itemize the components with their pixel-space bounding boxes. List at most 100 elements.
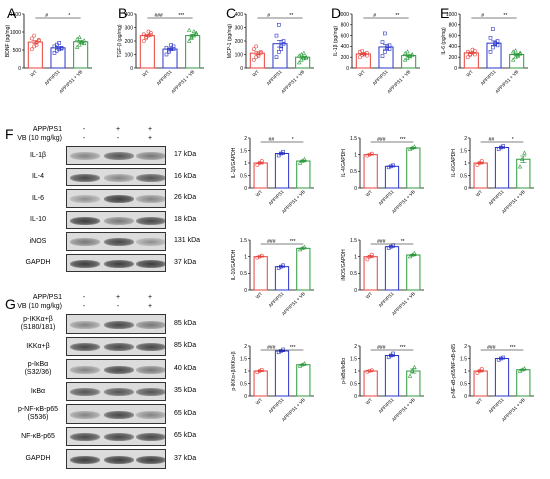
category-label: WT: [365, 291, 374, 300]
data-point: [79, 40, 85, 45]
data-point: [365, 369, 370, 374]
category-label: APP/PS1: [378, 189, 395, 206]
bar: [384, 246, 400, 291]
data-point: [362, 52, 367, 57]
y-axis-label: TGF-β (pg/mg): [117, 24, 123, 57]
data-point: [522, 150, 527, 155]
category-label: APP/PS1: [372, 69, 389, 86]
g-blot-band: [136, 365, 165, 374]
data-point: [301, 50, 307, 55]
g-molecular-weight: 65 kDa: [174, 409, 197, 417]
y-tick-label: 300: [125, 25, 134, 31]
panel-letter-c: C: [226, 5, 237, 21]
f-blot-band: [136, 216, 165, 225]
y-tick-label: 1.5: [350, 136, 357, 142]
g-blot-strip: [66, 359, 166, 379]
data-point: [274, 55, 279, 60]
category-label: WT: [29, 69, 38, 78]
data-point: [74, 44, 80, 49]
data-point: [296, 60, 302, 65]
g-blot-band: [104, 388, 134, 397]
data-point: [389, 353, 393, 358]
data-point: [144, 36, 149, 41]
data-point: [36, 38, 41, 42]
y-axis-label: BDNF (pg/mg): [5, 25, 11, 58]
data-point: [167, 48, 171, 53]
bar: [516, 369, 531, 397]
bar: [363, 256, 378, 291]
g-blot-band: [136, 433, 165, 442]
f-blot-band: [136, 238, 165, 247]
y-tick-label: 1.5: [350, 238, 357, 244]
y-tick-label: 1.5: [460, 356, 467, 362]
f-blot-band: [70, 152, 100, 161]
data-point: [52, 51, 57, 55]
data-point: [389, 164, 393, 169]
category-label: APP/PS1: [268, 291, 285, 308]
f-molecular-weight: 17 kDa: [174, 151, 197, 159]
f-header-mark: -: [116, 135, 120, 142]
data-point: [164, 45, 169, 50]
data-point: [59, 46, 64, 51]
y-tick-label: 0.5: [350, 381, 357, 387]
g-header-mark: -: [82, 303, 86, 310]
category-label: APP/PS1 + VB: [391, 189, 416, 214]
data-point: [522, 366, 527, 371]
data-point: [501, 144, 505, 148]
f-blot-band: [136, 152, 165, 161]
data-point: [77, 42, 82, 47]
data-point: [383, 49, 387, 54]
y-tick-label: 200: [449, 55, 458, 61]
y-tick-label: 1000: [10, 30, 21, 36]
g-header-mark: -: [116, 303, 120, 310]
y-tick-label: 2: [244, 344, 247, 350]
data-point: [495, 43, 500, 48]
g-blot-band: [104, 433, 134, 442]
data-point: [303, 55, 309, 60]
y-axis-label: iNOS/GAPDH: [341, 249, 347, 281]
data-point: [257, 254, 262, 259]
data-point: [171, 47, 176, 51]
data-point: [141, 32, 146, 37]
data-point: [477, 161, 482, 165]
significance-label: ###: [377, 137, 386, 143]
bar: [296, 160, 311, 189]
data-point: [477, 369, 482, 373]
bar: [296, 247, 311, 291]
bar: [274, 350, 290, 397]
data-point: [510, 57, 516, 62]
g-blot-band: [136, 343, 165, 352]
data-point: [475, 163, 480, 167]
significance-label: ###: [377, 239, 386, 245]
f-blot-band: [136, 259, 165, 268]
g-header-mark: -: [82, 294, 86, 301]
data-point: [468, 53, 473, 57]
data-point: [281, 41, 286, 46]
y-axis-label: IL-4/GAPDH: [341, 149, 347, 177]
data-point: [407, 373, 413, 378]
category-label: APP/PS1: [268, 397, 285, 414]
g-blot-band: [136, 388, 165, 397]
category-label: APP/PS1 + VB: [494, 69, 519, 94]
y-tick-label: 200: [125, 39, 134, 45]
data-point: [79, 39, 85, 44]
data-point: [259, 367, 264, 372]
f-blot-strip: [66, 210, 166, 229]
g-row-protein-label: GAPDH: [25, 455, 51, 463]
f-header-label: APP/PS1: [32, 126, 62, 133]
data-point: [360, 53, 365, 57]
data-point: [520, 156, 525, 161]
g-molecular-weight: 40 kDa: [174, 364, 197, 372]
g-molecular-weight: 37 kDa: [174, 454, 197, 462]
category-label: APP/PS1: [378, 397, 395, 414]
category-label: APP/PS1 + VB: [281, 189, 306, 214]
significance-label: ##: [489, 137, 495, 143]
category-label: APP/PS1: [44, 69, 61, 86]
bar: [406, 147, 421, 189]
bar: [516, 158, 531, 189]
y-tick-label: 0.5: [350, 271, 357, 277]
data-point: [409, 52, 415, 57]
y-tick-label: 0: [354, 394, 357, 400]
significance-label: ##: [269, 137, 275, 143]
